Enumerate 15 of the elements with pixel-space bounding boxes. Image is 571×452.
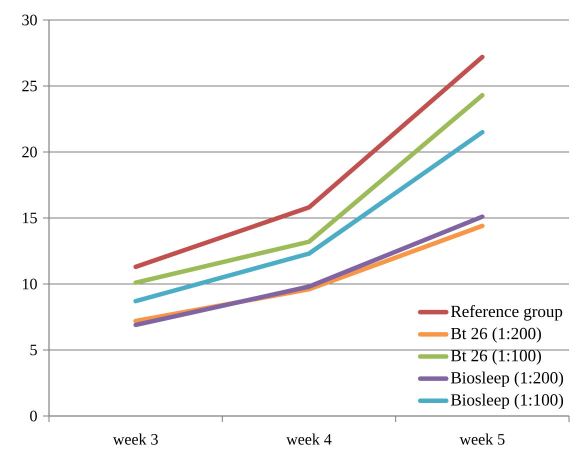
- legend-label: Reference group: [450, 305, 562, 321]
- y-tick-label: 20: [22, 146, 37, 158]
- x-tick-label: week 3: [112, 433, 158, 445]
- y-tick-label: 0: [30, 410, 37, 422]
- legend-label: Bt 26 (1:100): [450, 349, 541, 365]
- y-tick-label: 5: [30, 344, 37, 356]
- y-tick-label: 30: [22, 14, 37, 26]
- legend-label: Biosleep (1:200): [450, 372, 564, 387]
- y-tick-label: 15: [22, 212, 37, 224]
- y-tick-label: 10: [22, 278, 37, 290]
- x-tick-label: week 5: [460, 433, 504, 445]
- y-tick-label: 25: [22, 80, 37, 92]
- legend-label: Bt 26 (1:200): [450, 327, 541, 343]
- legend-label: Biosleep (1:100): [450, 394, 564, 410]
- x-tick-label: week 4: [286, 433, 332, 445]
